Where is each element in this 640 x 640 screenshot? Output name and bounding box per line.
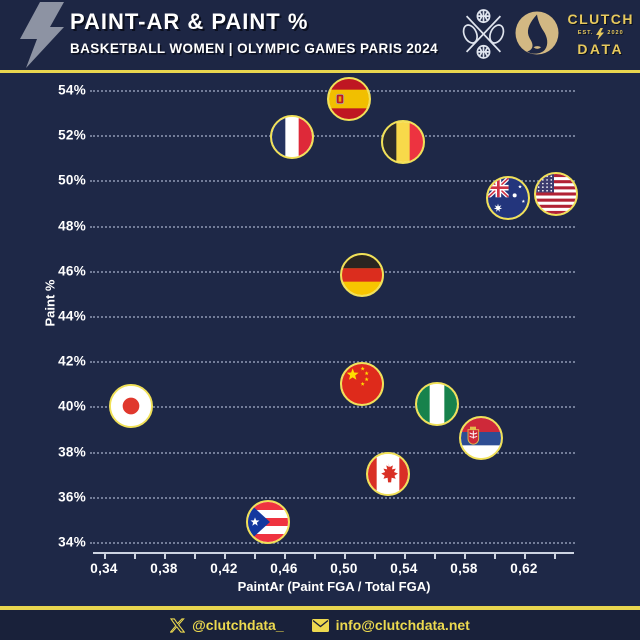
x-tick-0,56 (434, 553, 436, 559)
x-tick-0,62 (524, 553, 526, 559)
header-logos: CLUTCH EST. 2020 DATA (460, 7, 634, 61)
scatter-chart: Paint % 54% 52% 50% 48% 46% 44% 42% 40% 38% 36% 34… (0, 73, 640, 606)
x-tick-0,36 (134, 553, 136, 559)
x-tick-0,60 (494, 553, 496, 559)
clutch-data-logo-bottom: DATA (577, 41, 625, 57)
x-tick-0,48 (314, 553, 316, 559)
y-tick-label-48: 48% (58, 218, 86, 234)
page-subtitle: BASKETBALL WOMEN | OLYMPIC GAMES PARIS 2… (70, 41, 439, 56)
x-tick-0,50 (344, 553, 346, 559)
twitter-handle[interactable]: @clutchdata_ (170, 617, 284, 633)
clutch-data-logo-top: CLUTCH (567, 11, 634, 27)
clutch-data-year: 2020 (607, 30, 624, 37)
x-tick-0,54 (404, 553, 406, 559)
flag-nigeria (415, 382, 459, 427)
flag-france (269, 115, 314, 160)
clutch-data-est: EST. (577, 30, 594, 37)
x-tick-label-0,38: 0,38 (150, 561, 178, 576)
x-icon (170, 617, 186, 633)
gridline-38 (90, 451, 575, 454)
x-tick-label-0,46: 0,46 (270, 561, 298, 576)
x-axis-line (93, 552, 574, 554)
flag-serbia (458, 416, 503, 461)
x-tick-0,44 (254, 553, 256, 559)
paris-2024-flame-logo (515, 11, 559, 55)
flag-japan (109, 384, 153, 429)
mail-icon (311, 618, 329, 632)
small-bolt-icon (596, 28, 605, 40)
page-title: PAINT-AR & PAINT % (70, 9, 309, 34)
email-text: info@clutchdata.net (335, 617, 470, 633)
x-tick-0,64 (554, 553, 556, 559)
y-tick-label-50: 50% (58, 172, 86, 188)
x-tick-0,34 (104, 553, 106, 559)
footer: @clutchdata_ info@clutchdata.net (0, 610, 640, 640)
x-tick-0,40 (194, 553, 196, 559)
gridline-34 (90, 542, 575, 544)
y-tick-label-40: 40% (58, 398, 86, 414)
email-link[interactable]: info@clutchdata.net (311, 617, 470, 633)
x-tick-0,58 (464, 553, 466, 559)
y-tick-label-36: 36% (58, 489, 86, 505)
x-tick-label-0,54: 0,54 (390, 561, 418, 576)
y-tick-label-42: 42% (58, 353, 86, 369)
y-tick-label-34: 34% (58, 534, 86, 550)
y-tick-label-44: 44% (58, 308, 86, 324)
flag-belgium (380, 119, 425, 164)
x-tick-label-0,58: 0,58 (450, 561, 478, 576)
gridline-48 (90, 225, 575, 228)
x-axis-title: PaintAr (Paint FGA / Total FGA) (237, 579, 431, 594)
footer-divider (0, 606, 640, 610)
clutch-data-logo: CLUTCH EST. 2020 DATA (567, 12, 634, 56)
clutch-data-logo-mid: EST. 2020 (578, 28, 624, 40)
y-tick-label-54: 54% (58, 82, 86, 98)
x-tick-0,42 (224, 553, 226, 559)
x-tick-0,46 (284, 553, 286, 559)
flag-germany (340, 253, 384, 298)
x-tick-label-0,34: 0,34 (90, 561, 118, 576)
flag-spain (326, 77, 371, 122)
crossed-basketballs-icon (463, 9, 505, 59)
header-divider (0, 70, 640, 73)
flag-united-states (533, 171, 578, 216)
gridline-42 (90, 361, 575, 364)
header: PAINT-AR & PAINT % BASKETBALL WOMEN | OL… (0, 0, 640, 70)
flag-china (340, 361, 384, 406)
x-tick-label-0,62: 0,62 (510, 561, 538, 576)
flag-canada (365, 452, 410, 497)
gridline-50 (90, 180, 575, 183)
gridline-52 (90, 135, 575, 138)
y-tick-label-46: 46% (58, 263, 86, 279)
x-tick-0,52 (374, 553, 376, 559)
flag-australia (485, 176, 530, 221)
x-tick-0,38 (164, 553, 166, 559)
x-tick-label-0,50: 0,50 (330, 561, 358, 576)
y-tick-label-52: 52% (58, 127, 86, 143)
gridline-36 (90, 496, 575, 499)
gridline-40 (90, 406, 575, 409)
y-tick-label-38: 38% (58, 444, 86, 460)
x-tick-label-0,42: 0,42 (210, 561, 238, 576)
twitter-handle-text: @clutchdata_ (192, 617, 284, 633)
flag-puerto-rico (245, 499, 290, 544)
lightning-bolt-logo (20, 2, 64, 68)
gridline-44 (90, 316, 575, 318)
gridline-46 (90, 270, 575, 273)
